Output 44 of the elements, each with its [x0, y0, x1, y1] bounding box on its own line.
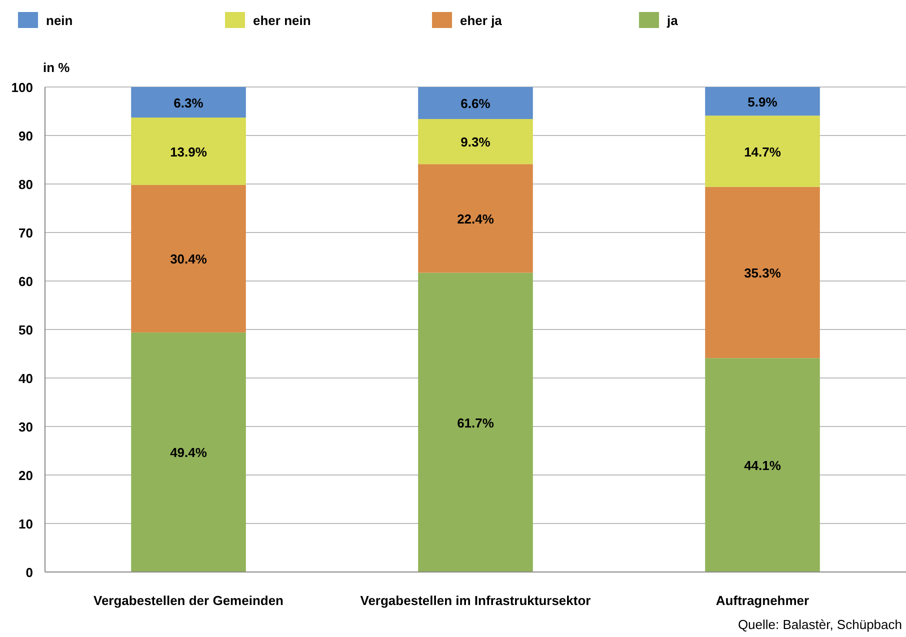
- legend-label: nein: [46, 13, 73, 28]
- y-tick-label: 20: [18, 468, 33, 483]
- data-label: 30.4%: [170, 252, 208, 267]
- bar: [705, 358, 820, 572]
- bar: [705, 116, 820, 187]
- y-tick-label: 0: [26, 565, 33, 580]
- x-tick-label: Auftragnehmer: [716, 593, 810, 608]
- data-label: 13.9%: [170, 144, 208, 160]
- data-label: 5.9%: [748, 94, 778, 110]
- y-tick-label: 30: [18, 420, 33, 434]
- bar: [705, 186, 820, 358]
- data-label: 44.1%: [744, 458, 782, 474]
- data-label: 61.7%: [457, 415, 494, 430]
- bar: [131, 332, 246, 572]
- data-label: 9.3%: [460, 134, 491, 150]
- bar: [418, 164, 533, 273]
- data-label: 6.3%: [174, 95, 204, 110]
- data-label: 22.4%: [457, 211, 494, 226]
- data-label: 49.4%: [170, 445, 208, 460]
- legend-label: ja: [666, 13, 679, 28]
- x-tick-label: Vergabestellen im Infrastruktursektor: [360, 593, 591, 608]
- bar: [418, 272, 533, 572]
- y-tick-label: 60: [18, 274, 33, 289]
- legend-label: eher ja: [460, 13, 503, 28]
- y-tick-label: 40: [18, 371, 33, 386]
- y-tick-label: 50: [18, 322, 33, 338]
- y-axis-title: in %: [43, 60, 70, 75]
- y-tick-label: 70: [18, 226, 33, 240]
- legend-label: eher nein: [253, 13, 311, 28]
- bar: [418, 119, 533, 164]
- y-tick-label: 80: [18, 177, 33, 192]
- data-label: 14.7%: [744, 144, 782, 160]
- bar: [705, 87, 820, 116]
- bar: [418, 87, 533, 120]
- source-note: Quelle: Balastèr, Schüpbach: [738, 617, 902, 632]
- x-tick-label: Vergabestellen der Gemeinden: [93, 593, 284, 608]
- y-tick-label: 10: [18, 516, 33, 532]
- bar: [131, 87, 246, 118]
- y-tick-label: 90: [18, 128, 33, 144]
- data-label: 35.3%: [744, 266, 782, 281]
- bar: [131, 184, 246, 332]
- bar: [131, 118, 246, 185]
- data-label: 6.6%: [460, 96, 491, 112]
- y-tick-label: 100: [11, 80, 33, 95]
